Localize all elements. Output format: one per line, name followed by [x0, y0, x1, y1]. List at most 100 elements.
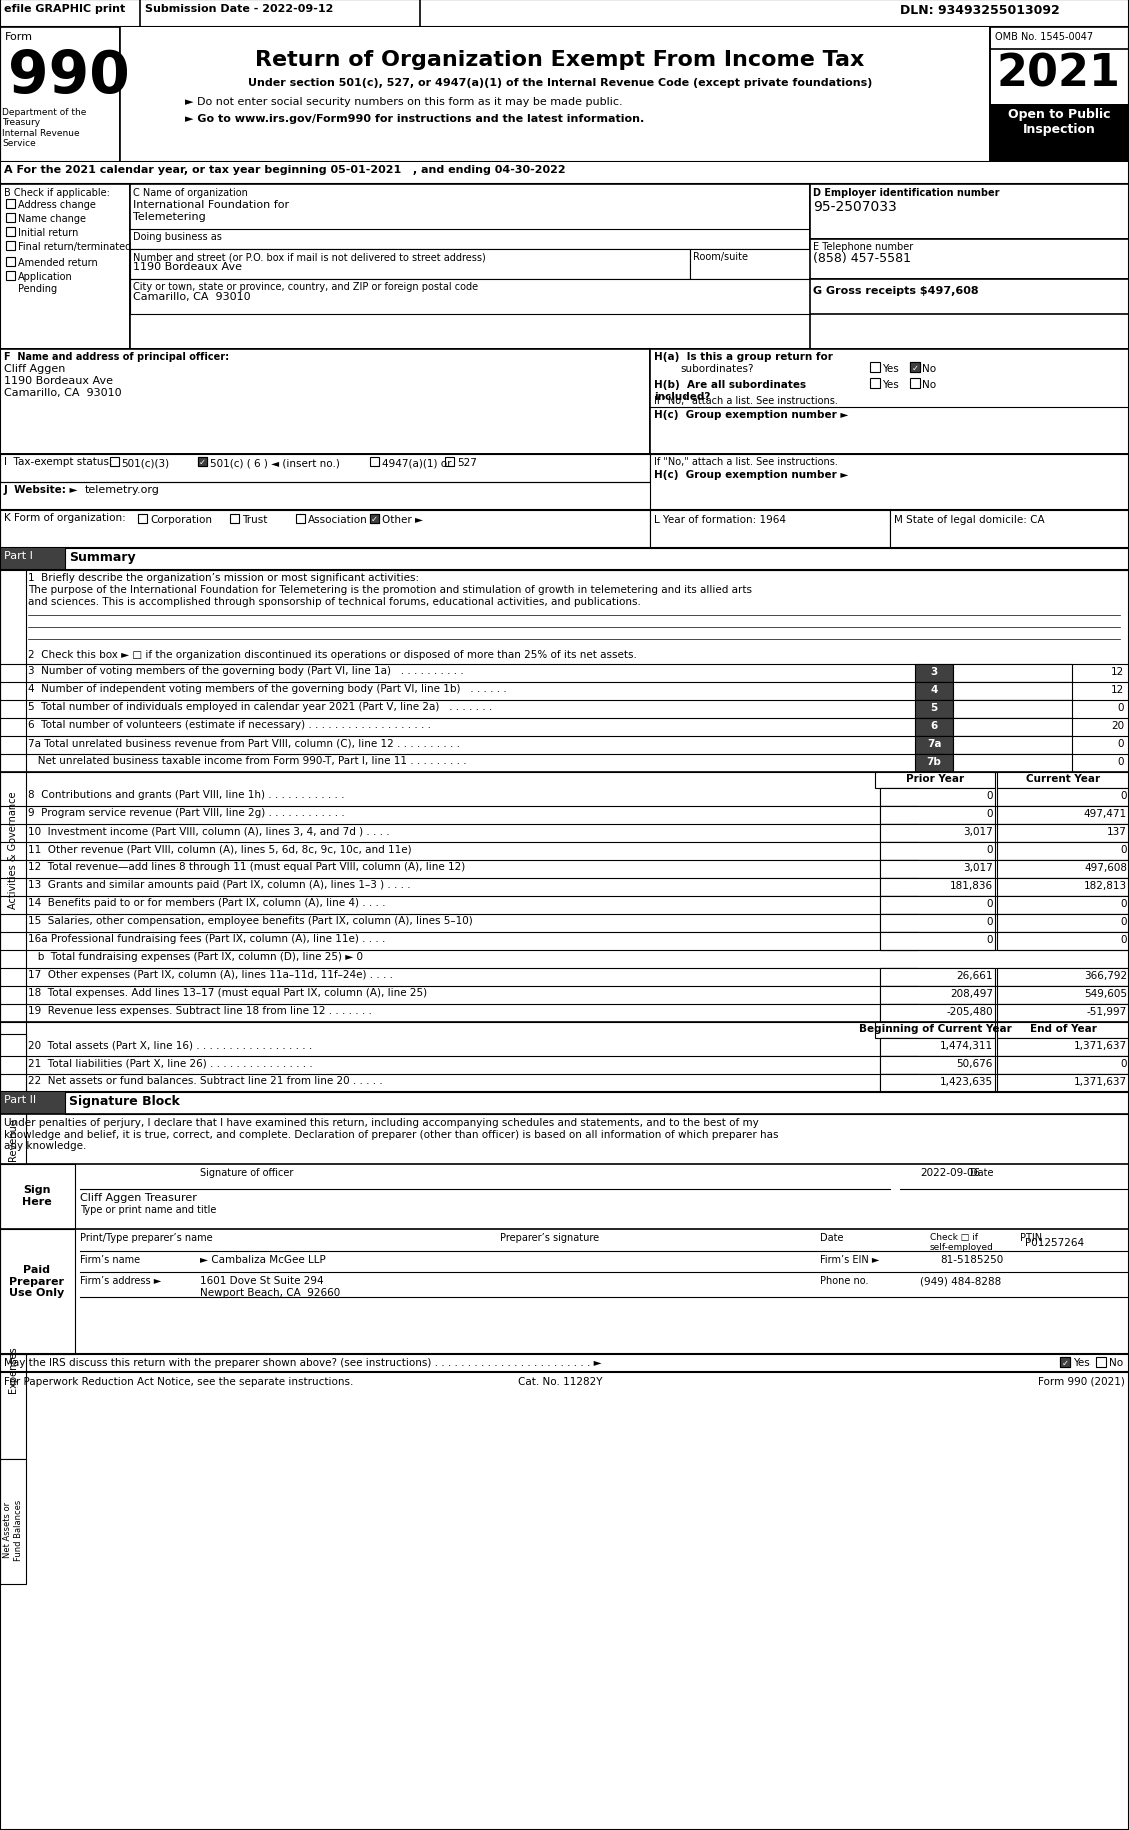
Text: subordinates?: subordinates? — [680, 364, 753, 373]
Bar — [953, 701, 1073, 719]
Bar — [997, 1023, 1129, 1038]
Text: 0: 0 — [1120, 899, 1127, 908]
Text: 0: 0 — [987, 935, 994, 944]
Text: 3,017: 3,017 — [963, 827, 994, 836]
Text: -205,480: -205,480 — [946, 1007, 994, 1016]
Bar — [879, 968, 995, 986]
Text: 549,605: 549,605 — [1084, 988, 1127, 999]
Text: (858) 457-5581: (858) 457-5581 — [813, 253, 911, 265]
Bar — [370, 514, 379, 523]
Bar — [879, 1056, 918, 1074]
Text: J  Website: ►: J Website: ► — [5, 485, 79, 494]
Text: 0: 0 — [1118, 703, 1124, 712]
Bar — [296, 514, 305, 523]
Bar — [997, 1005, 1129, 1023]
Text: P01257264: P01257264 — [1025, 1237, 1084, 1248]
Bar — [1096, 1358, 1106, 1367]
Text: K Form of organization:: K Form of organization: — [5, 512, 125, 523]
Bar — [879, 1056, 995, 1074]
Bar — [879, 842, 918, 860]
Text: DLN: 93493255013092: DLN: 93493255013092 — [900, 4, 1060, 16]
Bar — [914, 683, 953, 701]
Text: 22  Net assets or fund balances. Subtract line 21 from line 20 . . . . .: 22 Net assets or fund balances. Subtract… — [28, 1076, 383, 1085]
Text: 0: 0 — [987, 899, 994, 908]
Text: ► Go to www.irs.gov/Form990 for instructions and the latest information.: ► Go to www.irs.gov/Form990 for instruct… — [185, 113, 645, 124]
Text: Cliff Aggen: Cliff Aggen — [5, 364, 65, 373]
Bar — [997, 1038, 1129, 1056]
Text: 9: 9 — [895, 809, 902, 818]
Text: Sign
Here: Sign Here — [23, 1184, 52, 1206]
Text: OMB No. 1545-0047: OMB No. 1545-0047 — [995, 31, 1093, 42]
Bar — [879, 825, 995, 842]
Text: 1,423,635: 1,423,635 — [939, 1076, 994, 1087]
Text: 1,474,311: 1,474,311 — [939, 1041, 994, 1050]
Text: Yes: Yes — [1073, 1358, 1089, 1367]
Text: Return of Organization Exempt From Income Tax: Return of Organization Exempt From Incom… — [255, 49, 865, 70]
Text: Part II: Part II — [5, 1094, 36, 1103]
Text: Expenses: Expenses — [8, 1345, 18, 1393]
Text: 16a Professional fundraising fees (Part IX, column (A), line 11e) . . . .: 16a Professional fundraising fees (Part … — [28, 933, 385, 944]
Text: 3,017: 3,017 — [963, 862, 994, 873]
Bar — [0, 571, 26, 1131]
Text: Check □ if
self-employed: Check □ if self-employed — [930, 1232, 994, 1252]
Bar — [879, 860, 918, 878]
Bar — [0, 549, 65, 571]
Bar — [879, 789, 995, 807]
Text: Camarillo, CA  93010: Camarillo, CA 93010 — [5, 388, 122, 397]
Text: Yes: Yes — [882, 364, 899, 373]
Bar — [6, 229, 15, 236]
Text: 501(c)(3): 501(c)(3) — [121, 458, 169, 468]
Text: 18: 18 — [892, 988, 907, 999]
Text: Firm’s EIN ►: Firm’s EIN ► — [820, 1254, 879, 1265]
Text: For Paperwork Reduction Act Notice, see the separate instructions.: For Paperwork Reduction Act Notice, see … — [5, 1376, 353, 1387]
Bar — [914, 664, 953, 683]
Text: 181,836: 181,836 — [949, 880, 994, 891]
Text: 12: 12 — [1111, 666, 1124, 677]
Bar — [6, 199, 15, 209]
Text: 13  Grants and similar amounts paid (Part IX, column (A), lines 1–3 ) . . . .: 13 Grants and similar amounts paid (Part… — [28, 880, 411, 889]
Bar — [879, 878, 918, 897]
Text: 2022-09-06: 2022-09-06 — [920, 1168, 980, 1177]
Bar — [650, 350, 1129, 454]
Bar — [690, 251, 809, 280]
Text: Corporation: Corporation — [150, 514, 212, 525]
Bar — [130, 280, 809, 315]
Bar — [879, 807, 995, 825]
Text: Signature of officer: Signature of officer — [200, 1168, 294, 1177]
Text: Open to Public
Inspection: Open to Public Inspection — [1008, 108, 1110, 135]
Bar — [879, 986, 995, 1005]
Text: 0: 0 — [987, 809, 994, 818]
Bar — [0, 1093, 65, 1114]
Text: E Telephone number: E Telephone number — [813, 242, 913, 253]
Bar — [990, 27, 1129, 163]
Text: Cat. No. 11282Y: Cat. No. 11282Y — [518, 1376, 602, 1387]
Bar — [997, 915, 1129, 933]
Text: Phone no.: Phone no. — [820, 1276, 868, 1285]
Bar — [879, 933, 918, 950]
Text: 14  Benefits paid to or for members (Part IX, column (A), line 4) . . . .: 14 Benefits paid to or for members (Part… — [28, 897, 385, 908]
Text: 20  Total assets (Part X, line 16) . . . . . . . . . . . . . . . . . .: 20 Total assets (Part X, line 16) . . . … — [28, 1039, 313, 1049]
Bar — [997, 1056, 1129, 1074]
Text: C Name of organization: C Name of organization — [133, 188, 248, 198]
Text: Firm’s address ►: Firm’s address ► — [80, 1276, 161, 1285]
Text: 3: 3 — [930, 666, 937, 677]
Bar — [0, 454, 650, 483]
Bar — [0, 511, 650, 549]
Text: International Foundation for
Telemetering: International Foundation for Telemeterin… — [133, 199, 289, 221]
Text: 0: 0 — [987, 917, 994, 926]
Bar — [0, 0, 1129, 27]
Text: 22: 22 — [892, 1076, 907, 1087]
Bar — [6, 273, 15, 280]
Text: F  Name and address of principal officer:: F Name and address of principal officer: — [5, 351, 229, 362]
Text: 1190 Bordeaux Ave: 1190 Bordeaux Ave — [133, 262, 242, 273]
Bar — [198, 458, 207, 467]
Text: A For the 2021 calendar year, or tax year beginning 05-01-2021   , and ending 04: A For the 2021 calendar year, or tax yea… — [5, 165, 566, 176]
Bar — [110, 458, 119, 467]
Text: 20: 20 — [892, 1041, 907, 1050]
Text: 0: 0 — [1120, 935, 1127, 944]
Text: 137: 137 — [1108, 827, 1127, 836]
Text: G Gross receipts $497,608: G Gross receipts $497,608 — [813, 285, 979, 296]
Text: 1  Briefly describe the organization’s mission or most significant activities:: 1 Briefly describe the organization’s mi… — [28, 573, 419, 582]
Text: 0: 0 — [987, 791, 994, 800]
Text: -51,997: -51,997 — [1087, 1007, 1127, 1016]
